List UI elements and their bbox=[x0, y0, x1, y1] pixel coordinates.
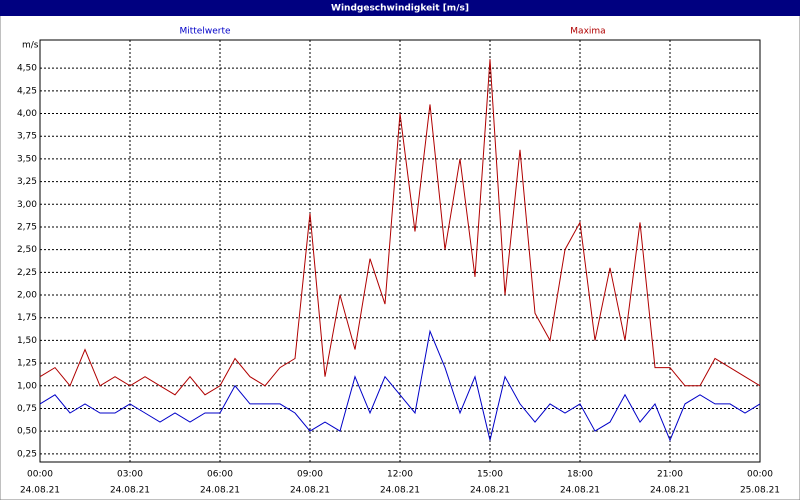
y-tick-label: 3,25 bbox=[17, 177, 37, 187]
y-tick-label: 1,50 bbox=[17, 336, 37, 346]
series-line bbox=[39, 59, 761, 396]
x-tick-label: 21:00 bbox=[657, 470, 683, 480]
legend-entry: Maxima bbox=[570, 27, 605, 37]
series-line bbox=[39, 329, 761, 442]
x-tick-label: 09:00 bbox=[297, 470, 323, 480]
y-tick-label: 3,00 bbox=[17, 200, 37, 210]
x-tick-label: 00:00 bbox=[27, 470, 53, 480]
y-tick-label: 2,00 bbox=[17, 291, 37, 301]
x-tick-label: 00:00 bbox=[747, 470, 773, 480]
y-tick-label: 0,50 bbox=[17, 427, 37, 437]
x-tick-label: 06:00 bbox=[207, 470, 233, 480]
y-tick-label: 2,25 bbox=[17, 268, 37, 278]
x-tick-date: 24.08.21 bbox=[200, 486, 240, 496]
title-bar bbox=[0, 0, 800, 16]
x-tick-label: 12:00 bbox=[387, 470, 413, 480]
x-tick-label: 15:00 bbox=[477, 470, 503, 480]
x-tick-date: 24.08.21 bbox=[20, 486, 60, 496]
chart-title: Windgeschwindigkeit [m/s] bbox=[331, 4, 469, 14]
y-axis-label: m/s bbox=[22, 41, 39, 51]
y-tick-label: 2,75 bbox=[17, 222, 37, 232]
y-tick-label: 0,75 bbox=[17, 404, 37, 414]
x-tick-label: 03:00 bbox=[117, 470, 143, 480]
x-tick-date: 24.08.21 bbox=[380, 486, 420, 496]
y-tick-label: 2,50 bbox=[17, 245, 37, 255]
y-tick-label: 4,25 bbox=[17, 86, 37, 96]
y-tick-label: 1,75 bbox=[17, 313, 37, 323]
y-tick-label: 0,25 bbox=[17, 449, 37, 459]
y-tick-label: 4,50 bbox=[17, 64, 37, 74]
y-tick-label: 1,25 bbox=[17, 359, 37, 369]
x-tick-label: 18:00 bbox=[567, 470, 593, 480]
x-tick-date: 25.08.21 bbox=[740, 486, 780, 496]
x-tick-date: 24.08.21 bbox=[560, 486, 600, 496]
x-tick-date: 24.08.21 bbox=[470, 486, 510, 496]
x-tick-date: 24.08.21 bbox=[650, 486, 690, 496]
x-tick-date: 24.08.21 bbox=[110, 486, 150, 496]
y-tick-label: 3,50 bbox=[17, 154, 37, 164]
legend-entry: Mittelwerte bbox=[179, 27, 230, 37]
y-tick-label: 3,75 bbox=[17, 132, 37, 142]
y-tick-label: 1,00 bbox=[17, 381, 37, 391]
x-tick-date: 24.08.21 bbox=[290, 486, 330, 496]
y-tick-label: 4,00 bbox=[17, 109, 37, 119]
